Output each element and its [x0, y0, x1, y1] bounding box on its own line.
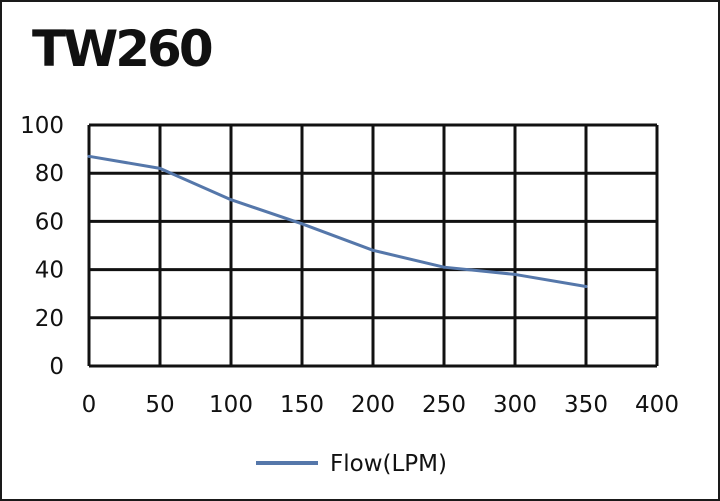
x-tick-300: 300 — [493, 392, 537, 418]
y-tick-20: 20 — [35, 306, 64, 332]
x-tick-50: 50 — [145, 392, 174, 418]
y-tick-40: 40 — [35, 258, 64, 284]
data-point-0-5 — [442, 265, 446, 269]
x-tick-200: 200 — [351, 392, 395, 418]
data-point-0-6 — [513, 272, 517, 276]
data-point-0-4 — [371, 248, 375, 252]
x-tick-0: 0 — [82, 392, 97, 418]
x-tick-100: 100 — [209, 392, 253, 418]
chart-title: TW260 — [32, 20, 214, 78]
grid-vertical-lines — [87, 125, 659, 366]
data-point-0-2 — [229, 198, 233, 202]
x-tick-250: 250 — [422, 392, 466, 418]
series-line-0 — [87, 154, 588, 288]
y-tick-0: 0 — [49, 354, 64, 380]
x-tick-400: 400 — [635, 392, 679, 418]
legend-label-flow: Flow(LPM) — [330, 451, 447, 477]
y-tick-80: 80 — [35, 161, 64, 187]
data-point-0-0 — [87, 154, 91, 158]
grid-horizontal-lines — [89, 123, 657, 368]
data-point-0-7 — [584, 284, 588, 288]
x-tick-150: 150 — [280, 392, 324, 418]
x-axis-tick-labels: 0 50 100 150 200 250 300 350 400 — [82, 392, 679, 418]
data-point-0-3 — [300, 222, 304, 226]
data-point-0-1 — [158, 166, 162, 170]
x-tick-350: 350 — [564, 392, 608, 418]
y-tick-100: 100 — [20, 113, 64, 139]
legend: Flow(LPM) — [256, 451, 447, 477]
y-tick-60: 60 — [35, 209, 64, 235]
y-axis-tick-labels: 0 20 40 60 80 100 — [20, 113, 64, 380]
series-lines — [87, 154, 588, 288]
